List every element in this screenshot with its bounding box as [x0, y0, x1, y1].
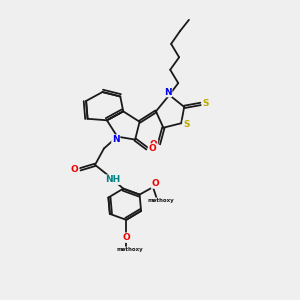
Text: O: O	[152, 179, 159, 188]
Text: O: O	[71, 165, 79, 174]
Text: N: N	[164, 88, 172, 97]
Text: O: O	[150, 140, 158, 148]
Text: S: S	[202, 99, 209, 108]
Text: methoxy: methoxy	[116, 247, 143, 252]
Text: O: O	[122, 233, 130, 242]
Text: methoxy: methoxy	[148, 198, 174, 203]
Text: O: O	[148, 144, 156, 153]
Text: NH: NH	[105, 175, 121, 184]
Text: S: S	[183, 120, 190, 129]
Text: N: N	[112, 135, 120, 144]
